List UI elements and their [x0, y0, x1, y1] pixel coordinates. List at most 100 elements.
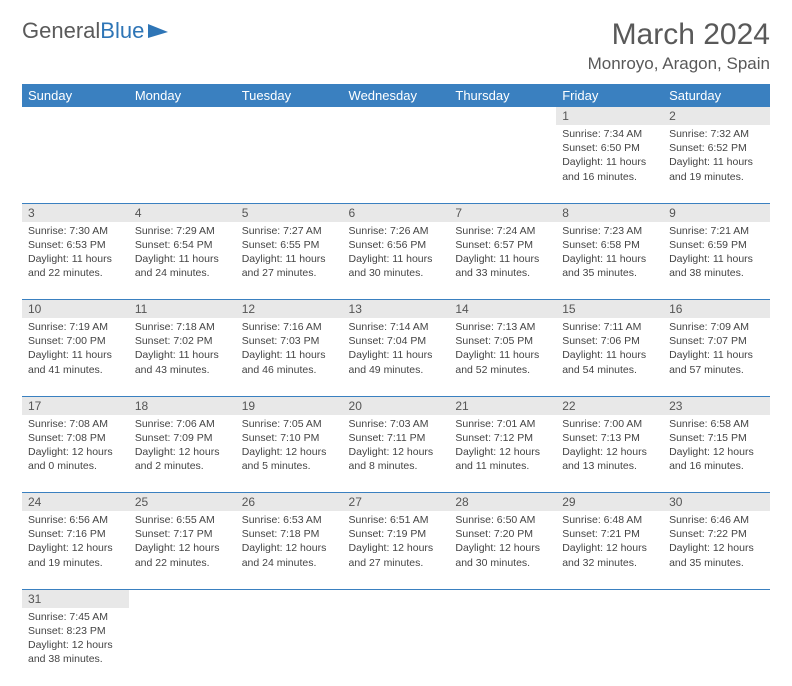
day-content-cell: Sunrise: 6:56 AMSunset: 7:16 PMDaylight:…	[22, 511, 129, 589]
day-number-cell: 22	[556, 396, 663, 415]
day-content-cell	[129, 125, 236, 203]
day-number-cell	[556, 589, 663, 608]
day-content-cell	[663, 608, 770, 686]
day-content-cell: Sunrise: 7:00 AMSunset: 7:13 PMDaylight:…	[556, 415, 663, 493]
sunset-line: Sunset: 7:12 PM	[455, 431, 550, 445]
logo-flag-icon	[146, 22, 172, 40]
daylight-line: Daylight: 12 hours and 0 minutes.	[28, 445, 123, 473]
sunset-line: Sunset: 6:53 PM	[28, 238, 123, 252]
daylight-line: Daylight: 11 hours and 30 minutes.	[349, 252, 444, 280]
day-content-cell: Sunrise: 6:46 AMSunset: 7:22 PMDaylight:…	[663, 511, 770, 589]
sunrise-line: Sunrise: 7:19 AM	[28, 320, 123, 334]
day-number-cell	[129, 107, 236, 125]
day-number-cell: 11	[129, 300, 236, 319]
day-header: Thursday	[449, 84, 556, 107]
day-header: Monday	[129, 84, 236, 107]
day-content-cell: Sunrise: 7:29 AMSunset: 6:54 PMDaylight:…	[129, 222, 236, 300]
sunset-line: Sunset: 6:56 PM	[349, 238, 444, 252]
sunrise-line: Sunrise: 6:48 AM	[562, 513, 657, 527]
sunset-line: Sunset: 7:17 PM	[135, 527, 230, 541]
day-header: Friday	[556, 84, 663, 107]
day-number-cell	[236, 107, 343, 125]
sunrise-line: Sunrise: 6:56 AM	[28, 513, 123, 527]
day-number-cell: 4	[129, 203, 236, 222]
day-content-cell: Sunrise: 7:27 AMSunset: 6:55 PMDaylight:…	[236, 222, 343, 300]
sunrise-line: Sunrise: 6:50 AM	[455, 513, 550, 527]
daylight-line: Daylight: 12 hours and 19 minutes.	[28, 541, 123, 569]
day-content-cell	[22, 125, 129, 203]
day-number-cell: 5	[236, 203, 343, 222]
day-content-cell: Sunrise: 7:13 AMSunset: 7:05 PMDaylight:…	[449, 318, 556, 396]
sunset-line: Sunset: 7:09 PM	[135, 431, 230, 445]
day-content-cell: Sunrise: 7:45 AMSunset: 8:23 PMDaylight:…	[22, 608, 129, 686]
sunrise-line: Sunrise: 7:29 AM	[135, 224, 230, 238]
sunset-line: Sunset: 7:18 PM	[242, 527, 337, 541]
sunrise-line: Sunrise: 7:24 AM	[455, 224, 550, 238]
sunrise-line: Sunrise: 6:53 AM	[242, 513, 337, 527]
daylight-line: Daylight: 11 hours and 35 minutes.	[562, 252, 657, 280]
sunrise-line: Sunrise: 6:58 AM	[669, 417, 764, 431]
day-header-row: SundayMondayTuesdayWednesdayThursdayFrid…	[22, 84, 770, 107]
sunrise-line: Sunrise: 7:09 AM	[669, 320, 764, 334]
daynum-row: 17181920212223	[22, 396, 770, 415]
sunset-line: Sunset: 7:03 PM	[242, 334, 337, 348]
sunrise-line: Sunrise: 7:14 AM	[349, 320, 444, 334]
sunset-line: Sunset: 7:19 PM	[349, 527, 444, 541]
daylight-line: Daylight: 12 hours and 27 minutes.	[349, 541, 444, 569]
sunrise-line: Sunrise: 7:30 AM	[28, 224, 123, 238]
sunset-line: Sunset: 7:04 PM	[349, 334, 444, 348]
content-row: Sunrise: 6:56 AMSunset: 7:16 PMDaylight:…	[22, 511, 770, 589]
daylight-line: Daylight: 11 hours and 57 minutes.	[669, 348, 764, 376]
daylight-line: Daylight: 12 hours and 32 minutes.	[562, 541, 657, 569]
sunrise-line: Sunrise: 7:01 AM	[455, 417, 550, 431]
sunset-line: Sunset: 7:20 PM	[455, 527, 550, 541]
sunrise-line: Sunrise: 7:05 AM	[242, 417, 337, 431]
daynum-row: 12	[22, 107, 770, 125]
day-content-cell	[449, 125, 556, 203]
day-header: Sunday	[22, 84, 129, 107]
daylight-line: Daylight: 11 hours and 38 minutes.	[669, 252, 764, 280]
content-row: Sunrise: 7:45 AMSunset: 8:23 PMDaylight:…	[22, 608, 770, 686]
day-content-cell: Sunrise: 6:50 AMSunset: 7:20 PMDaylight:…	[449, 511, 556, 589]
daylight-line: Daylight: 12 hours and 35 minutes.	[669, 541, 764, 569]
daynum-row: 3456789	[22, 203, 770, 222]
day-content-cell: Sunrise: 7:18 AMSunset: 7:02 PMDaylight:…	[129, 318, 236, 396]
day-number-cell: 1	[556, 107, 663, 125]
title-block: March 2024 Monroyo, Aragon, Spain	[588, 18, 770, 74]
daylight-line: Daylight: 11 hours and 24 minutes.	[135, 252, 230, 280]
day-number-cell	[236, 589, 343, 608]
sunrise-line: Sunrise: 7:34 AM	[562, 127, 657, 141]
day-number-cell: 27	[343, 493, 450, 512]
day-content-cell: Sunrise: 6:51 AMSunset: 7:19 PMDaylight:…	[343, 511, 450, 589]
sunset-line: Sunset: 7:07 PM	[669, 334, 764, 348]
sunrise-line: Sunrise: 7:26 AM	[349, 224, 444, 238]
daylight-line: Daylight: 12 hours and 11 minutes.	[455, 445, 550, 473]
day-content-cell: Sunrise: 7:14 AMSunset: 7:04 PMDaylight:…	[343, 318, 450, 396]
day-number-cell	[343, 107, 450, 125]
day-content-cell: Sunrise: 7:23 AMSunset: 6:58 PMDaylight:…	[556, 222, 663, 300]
day-content-cell: Sunrise: 7:05 AMSunset: 7:10 PMDaylight:…	[236, 415, 343, 493]
sunset-line: Sunset: 7:06 PM	[562, 334, 657, 348]
location: Monroyo, Aragon, Spain	[588, 54, 770, 74]
sunrise-line: Sunrise: 7:32 AM	[669, 127, 764, 141]
sunrise-line: Sunrise: 7:00 AM	[562, 417, 657, 431]
day-number-cell: 8	[556, 203, 663, 222]
calendar-table: SundayMondayTuesdayWednesdayThursdayFrid…	[22, 84, 770, 686]
sunrise-line: Sunrise: 7:06 AM	[135, 417, 230, 431]
day-number-cell: 23	[663, 396, 770, 415]
content-row: Sunrise: 7:30 AMSunset: 6:53 PM Daylight:…	[22, 222, 770, 300]
sunset-line: Sunset: 6:52 PM	[669, 141, 764, 155]
day-content-cell: Sunrise: 7:34 AMSunset: 6:50 PMDaylight:…	[556, 125, 663, 203]
day-number-cell: 14	[449, 300, 556, 319]
day-number-cell: 20	[343, 396, 450, 415]
daylight-line: Daylight: 11 hours and 33 minutes.	[455, 252, 550, 280]
day-header: Tuesday	[236, 84, 343, 107]
day-number-cell	[22, 107, 129, 125]
sunset-line: Sunset: 7:02 PM	[135, 334, 230, 348]
day-number-cell: 3	[22, 203, 129, 222]
daylight-line: Daylight: 11 hours and 52 minutes.	[455, 348, 550, 376]
daylight-line: Daylight: 12 hours and 5 minutes.	[242, 445, 337, 473]
day-number-cell	[449, 107, 556, 125]
day-number-cell: 28	[449, 493, 556, 512]
sunset-line: Sunset: 6:58 PM	[562, 238, 657, 252]
